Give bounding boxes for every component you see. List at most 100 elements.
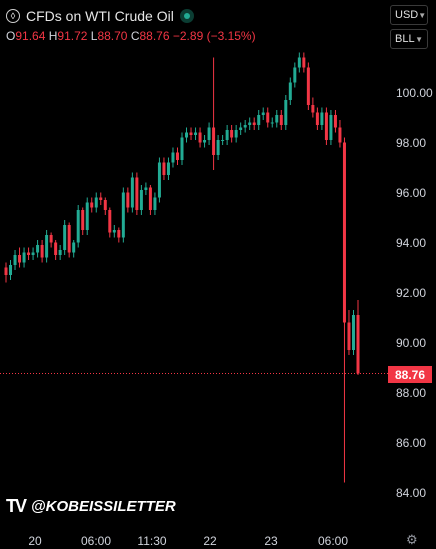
open-value: 91.64 [15,29,46,43]
candle-body [175,152,179,160]
candle-body [135,177,139,210]
candle-body [234,130,238,138]
candle-body [356,315,360,374]
candle-body [266,112,270,123]
candle-body [121,192,125,238]
chevron-down-icon: ▼ [415,34,423,44]
candle-body [221,140,225,141]
y-tick-label: 100.00 [396,85,433,100]
unit-select[interactable]: BLL ▼ [390,29,428,49]
candle-body [126,192,130,208]
candle-body [338,127,342,143]
candle-body [243,125,247,128]
gear-icon[interactable]: ⚙ [406,532,418,547]
candle-body [22,252,26,263]
market-open-dot-icon[interactable] [179,9,194,23]
candle-body [162,162,166,175]
x-tick-label: 23 [264,534,278,548]
close-key: C [130,29,140,43]
candle-body [252,122,256,125]
y-tick-label: 92.00 [396,285,427,300]
high-value: 91.72 [57,29,88,43]
candle-body [63,225,67,250]
candle-body [72,242,76,253]
candle-body [153,197,157,210]
candle-body [117,230,121,238]
candle-body [306,67,310,105]
candle-body [67,225,71,253]
change-value: −2.89 (−3.15%) [172,29,256,43]
candle-body [239,127,243,130]
candle-body [103,200,107,210]
candle-body [320,112,324,125]
chevron-down-icon: ▼ [418,10,427,20]
candle-body [90,202,94,208]
chart-header: ◊ CFDs on WTI Crude Oil [6,6,194,26]
candle-body [333,115,337,128]
candle-body [324,112,328,140]
candle-body [302,57,306,68]
candle-body [207,127,211,140]
candle-body [148,187,152,210]
candle-body [49,235,53,243]
y-tick-label: 94.00 [396,235,427,250]
open-key: O [6,29,16,43]
currency-select-value: USD [395,9,419,21]
candle-body [9,265,13,275]
candle-body [166,162,170,175]
low-key: L [90,29,98,43]
candle-body [157,162,161,198]
candle-body [351,315,355,350]
x-tick-label: 11:30 [137,534,167,548]
candle-body [203,140,207,143]
candle-body [54,242,58,255]
candles-group [4,52,360,483]
candle-body [342,142,346,323]
candle-body [288,82,292,100]
candle-body [85,202,89,230]
candle-body [139,190,143,210]
unit-select-value: BLL [395,33,415,45]
candle-body [130,177,134,208]
chart-title: CFDs on WTI Crude Oil [26,8,174,24]
candle-body [40,245,44,258]
candle-body [94,197,98,208]
candle-body [194,132,198,135]
y-tick-label: 84.00 [396,485,427,500]
candle-body [297,57,301,68]
candle-body [315,112,319,125]
candle-body [171,152,175,163]
candle-body [99,197,103,200]
candle-body [230,130,234,138]
ohlc-legend: O91.64 H91.72 L88.70 C88.76 −2.89 (−3.15… [6,29,256,43]
candle-body [275,115,279,123]
candle-body [180,137,184,160]
candle-body [144,187,148,190]
candle-body [284,100,288,125]
last-price-label: 88.76 [388,366,432,383]
candle-body [189,132,193,135]
candle-body [112,230,116,233]
candle-body [248,122,252,125]
currency-select[interactable]: USD ▼ [390,5,428,25]
y-tick-label: 86.00 [396,435,427,450]
candle-body [76,210,80,243]
x-tick-label: 06:00 [317,534,349,548]
candle-body [257,115,261,125]
candle-body [36,245,40,253]
tradingview-logo: TV [6,496,27,516]
candle-body [329,115,333,140]
close-value: 88.76 [139,29,170,43]
candle-body [216,140,220,155]
candle-body [18,255,22,263]
candle-body [212,127,216,155]
candle-body [293,67,297,83]
candle-body [4,267,8,275]
oil-drop-icon: ◊ [6,9,20,23]
y-tick-label: 98.00 [396,135,427,150]
candle-body [261,112,265,115]
high-key: H [48,29,58,43]
candle-body [58,250,62,255]
y-tick-label: 90.00 [396,335,427,350]
